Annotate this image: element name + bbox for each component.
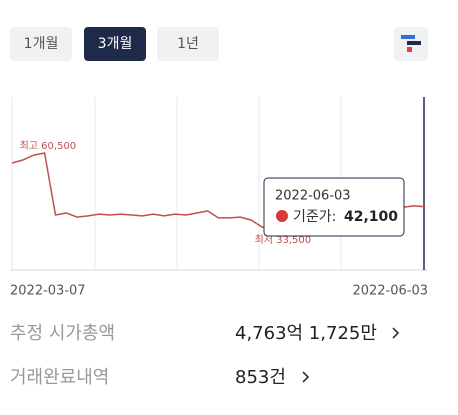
tooltip-value: 42,100 <box>344 209 398 225</box>
tab-label[interactable]: 1개월 <box>24 36 59 52</box>
tab-label[interactable]: 1년 <box>177 36 199 52</box>
tab[interactable] <box>10 27 72 61</box>
info-value[interactable]: 4,763억 1,725만 <box>235 323 377 344</box>
chevron[interactable] <box>392 327 400 339</box>
chevron[interactable] <box>302 371 310 383</box>
tooltip-dot <box>276 210 288 222</box>
tab-label[interactable]: 3개월 <box>98 36 133 52</box>
tab[interactable] <box>157 27 219 61</box>
icon-bar <box>407 41 421 45</box>
info-value[interactable]: 853건 <box>235 367 286 388</box>
tooltip: 2022-06-03 기준가: 42,100 <box>263 177 405 237</box>
tooltip-box <box>263 177 405 237</box>
x-tick-label: 2022-03-07 <box>10 284 86 299</box>
tooltip-label: 기준가: <box>293 209 336 225</box>
info-label: 거래완료내역 <box>10 367 109 388</box>
info-label: 추정 시가총액 <box>10 323 115 344</box>
x-tick-label: 2022-06-03 <box>352 284 428 299</box>
tooltip-date: 2022-06-03 <box>275 189 351 204</box>
chart-type-button[interactable] <box>394 27 428 61</box>
annotation: 최저 33,500 <box>255 234 312 246</box>
icon-bar <box>401 35 415 39</box>
tab-active[interactable] <box>84 27 146 61</box>
icon-bar <box>407 47 412 52</box>
annotation: 최고 60,500 <box>20 140 77 152</box>
